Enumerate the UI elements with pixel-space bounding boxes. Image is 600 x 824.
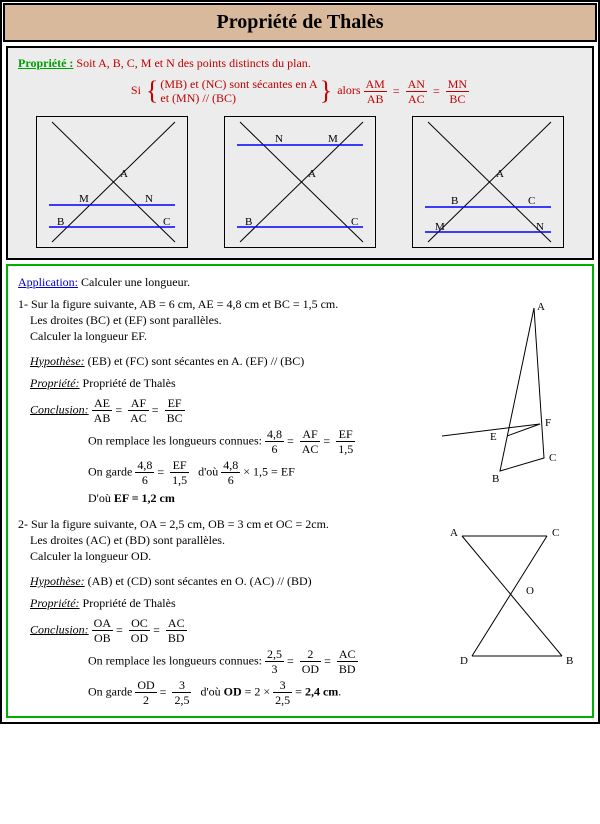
eq-1: = (390, 84, 403, 98)
property-heading: Propriété : (18, 56, 73, 70)
svg-text:B: B (566, 655, 573, 667)
property-intro: Propriété : Soit A, B, C, M et N des poi… (18, 56, 582, 71)
ex1-q2: Les droites (BC) et (EF) sont parallèles… (18, 312, 430, 328)
brace-close: } (318, 78, 334, 104)
exercise-1: 1- Sur la figure suivante, AB = 6 cm, AE… (18, 296, 582, 506)
ex1-keep: On garde 4,86= EF1,5 d'où 4,86 × 1,5 = E… (18, 459, 430, 486)
ratio-2: ANAC (406, 78, 427, 105)
property-box: Propriété : Soit A, B, C, M et N des poi… (6, 46, 594, 260)
ex1-repl: On remplace les longueurs connues: 4,86=… (18, 428, 430, 455)
ex1-q1: 1- Sur la figure suivante, AB = 6 cm, AE… (18, 296, 430, 312)
svg-text:C: C (351, 216, 358, 228)
svg-text:M: M (79, 193, 89, 205)
exercise-2-body: 2- Sur la figure suivante, OA = 2,5 cm, … (18, 516, 430, 706)
property-figures: A M N B C N M A B C (18, 116, 582, 248)
fig-config-3: A B C M N (412, 116, 564, 248)
ex2-q2: Les droites (AC) et (BD) sont parallèles… (18, 532, 430, 548)
ex2-hyp: Hypothèse: (AB) et (CD) sont sécantes en… (18, 573, 430, 589)
svg-text:O: O (526, 585, 534, 597)
cond-line-2: et (MN) // (BC) (160, 91, 236, 105)
svg-text:C: C (552, 527, 559, 539)
prop-label: Propriété: (30, 376, 80, 390)
svg-text:C: C (528, 195, 535, 207)
ex2-q3: Calculer la longueur OD. (18, 548, 430, 564)
ex2-conc: Conclusion: OAOB= OCOD= ACBD (18, 617, 430, 644)
exercise-1-body: 1- Sur la figure suivante, AB = 6 cm, AE… (18, 296, 430, 506)
ex2-prop: Propriété: Propriété de Thalès (18, 595, 430, 611)
application-heading: Application: (18, 275, 78, 289)
brace-open: { (144, 78, 160, 104)
ex2-repl: On remplace les longueurs connues: 2,53=… (18, 648, 430, 675)
exercise-2: 2- Sur la figure suivante, OA = 2,5 cm, … (18, 516, 582, 706)
svg-text:M: M (435, 221, 445, 233)
application-heading-row: Application: Calculer une longueur. (18, 274, 582, 290)
svg-text:N: N (275, 133, 283, 145)
application-box: Application: Calculer une longueur. 1- S… (6, 264, 594, 718)
svg-text:M: M (328, 133, 338, 145)
svg-text:N: N (145, 193, 153, 205)
ratio-3: MNBC (446, 78, 469, 105)
svg-text:E: E (490, 431, 497, 443)
ex1-final: D'où EF = 1,2 cm (18, 490, 430, 506)
svg-text:N: N (536, 221, 544, 233)
ex1-prop: Propriété: Propriété de Thalès (18, 375, 430, 391)
ex1-conc: Conclusion: AEAB= AFAC= EFBC (18, 397, 430, 424)
eq-2: = (430, 84, 443, 98)
svg-text:B: B (245, 216, 252, 228)
alors-label: alors (337, 83, 363, 97)
page: Propriété de Thalès Propriété : Soit A, … (0, 0, 600, 724)
ex1-hyp: Hypothèse: (EB) et (FC) sont sécantes en… (18, 353, 430, 369)
svg-text:B: B (492, 473, 499, 485)
property-condition: Si { (MB) et (NC) sont sécantes en A et … (18, 77, 582, 106)
application-subtitle: Calculer une longueur. (78, 275, 190, 289)
exercise-1-figure: A F E C B (442, 296, 582, 506)
svg-text:A: A (120, 168, 128, 180)
svg-text:C: C (549, 452, 556, 464)
svg-text:A: A (496, 168, 504, 180)
ratio-1: AMAB (364, 78, 387, 105)
svg-text:B: B (57, 216, 64, 228)
si-label: Si (131, 83, 141, 97)
svg-text:A: A (450, 527, 458, 539)
ex2-q1: 2- Sur la figure suivante, OA = 2,5 cm, … (18, 516, 430, 532)
svg-text:B: B (451, 195, 458, 207)
fig-config-1: A M N B C (36, 116, 188, 248)
svg-text:D: D (460, 655, 468, 667)
cond-line-1: (MB) et (NC) sont sécantes en A (160, 77, 317, 91)
svg-text:C: C (163, 216, 170, 228)
brace-left: { (MB) et (NC) sont sécantes en A et (MN… (144, 77, 334, 106)
fig-config-2: N M A B C (224, 116, 376, 248)
svg-text:F: F (545, 417, 551, 429)
exercise-2-figure: A C O D B (442, 516, 582, 706)
hyp-label: Hypothèse: (30, 354, 85, 368)
property-intro-text: Soit A, B, C, M et N des points distinct… (73, 56, 310, 70)
conc-label: Conclusion: (30, 402, 89, 416)
ex2-keep: On garde OD2= 32,5 d'où OD = 2 × 32,5 = … (18, 679, 430, 706)
svg-text:A: A (537, 301, 545, 313)
page-title: Propriété de Thalès (3, 3, 597, 42)
svg-text:A: A (308, 168, 316, 180)
ex1-q3: Calculer la longueur EF. (18, 328, 430, 344)
